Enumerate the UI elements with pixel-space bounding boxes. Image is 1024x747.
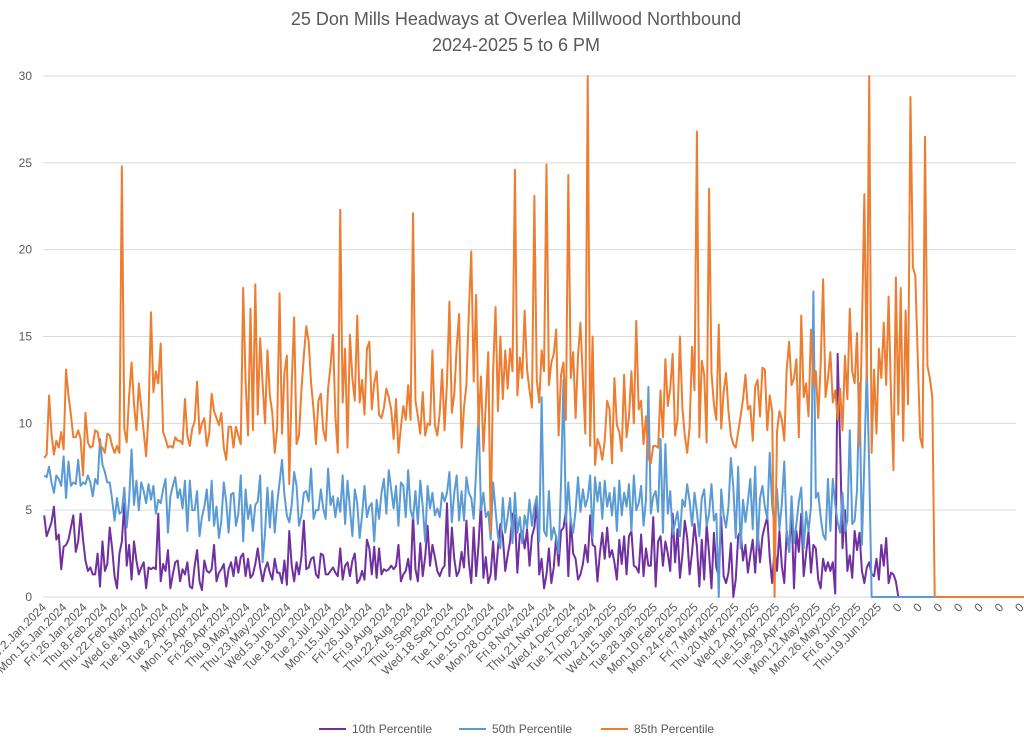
x-tick-label: 0 xyxy=(890,600,905,615)
series-line-10th-percentile xyxy=(43,352,1015,598)
x-axis: Tue.2.Jan.2024Mon.15.Jan.2024Fri.26.Jan.… xyxy=(0,600,1024,678)
y-tick-label: 5 xyxy=(25,503,32,517)
y-tick-label: 0 xyxy=(25,590,32,604)
x-tick-label: 0 xyxy=(951,600,966,615)
y-tick-label: 15 xyxy=(19,330,33,344)
x-tick-label: 0 xyxy=(1012,600,1024,615)
series-lines xyxy=(43,75,1024,598)
legend: 10th Percentile 50th Percentile 85th Perce… xyxy=(319,722,714,736)
series-line-50th-percentile xyxy=(43,290,989,598)
series-line-85th-percentile xyxy=(43,75,1024,598)
y-axis: 0 5 10 15 20 25 30 xyxy=(19,69,33,604)
legend-label: 85th Percentile xyxy=(634,722,714,736)
y-tick-label: 20 xyxy=(19,243,33,257)
x-tick-label: 0 xyxy=(992,600,1007,615)
y-tick-label: 25 xyxy=(19,156,33,170)
y-tick-label: 30 xyxy=(19,69,33,83)
x-tick-label: 0 xyxy=(931,600,946,615)
y-tick-label: 10 xyxy=(19,416,33,430)
legend-label: 10th Percentile xyxy=(352,722,432,736)
legend-label: 50th Percentile xyxy=(492,722,572,736)
x-tick-label: 0 xyxy=(971,600,986,615)
chart-title: 25 Don Mills Headways at Overlea Millwoo… xyxy=(291,9,741,29)
x-tick-label: 0 xyxy=(910,600,925,615)
chart-subtitle: 2024-2025 5 to 6 PM xyxy=(432,35,600,55)
